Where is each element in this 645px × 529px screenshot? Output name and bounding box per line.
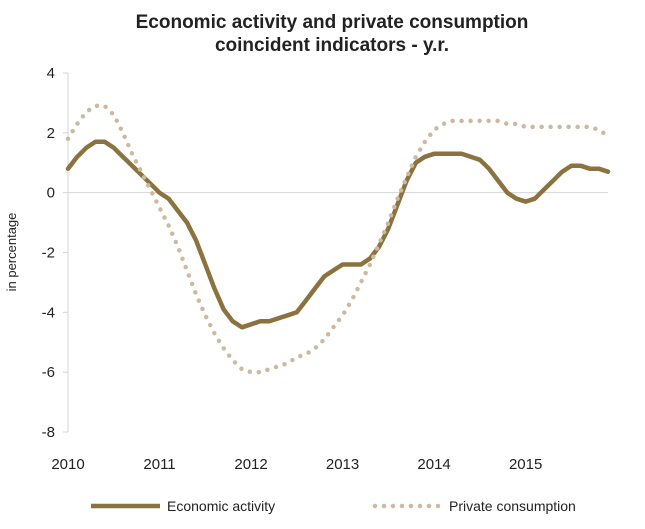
chart-title-line-2: coincident indicators - y.r. xyxy=(215,35,449,56)
x-tick-label: 2010 xyxy=(51,456,84,473)
y-tick-label: -8 xyxy=(42,424,55,441)
y-tick-labels: 4 2 0 -2 -4 -6 -8 xyxy=(42,65,68,441)
legend-label-private-consumption: Private consumption xyxy=(449,498,576,514)
y-tick-label: -6 xyxy=(42,364,55,381)
series-layer xyxy=(65,103,611,375)
x-tick-label: 2013 xyxy=(326,456,359,473)
private-consumption-line xyxy=(65,103,611,375)
chart-title-line-1: Economic activity and private consumptio… xyxy=(136,12,529,33)
y-tick-label: -2 xyxy=(42,245,55,262)
x-tick-label: 2011 xyxy=(143,456,175,473)
y-tick-label: 0 xyxy=(47,185,55,202)
x-tick-label: 2015 xyxy=(509,456,542,473)
y-tick-label: -4 xyxy=(42,304,55,321)
x-tick-label: 2012 xyxy=(234,456,267,473)
x-tick-labels: 2010 2011 2012 2013 2014 2015 xyxy=(51,456,542,473)
y-tick-label: 2 xyxy=(47,125,55,142)
y-axis-label: in percentage xyxy=(4,213,19,292)
economic-activity-line xyxy=(65,139,611,330)
x-tick-label: 2014 xyxy=(417,456,450,473)
y-tick-label: 4 xyxy=(47,65,55,82)
legend-label-economic-activity: Economic activity xyxy=(167,498,275,514)
legend: Economic activity Private consumption xyxy=(91,498,576,514)
